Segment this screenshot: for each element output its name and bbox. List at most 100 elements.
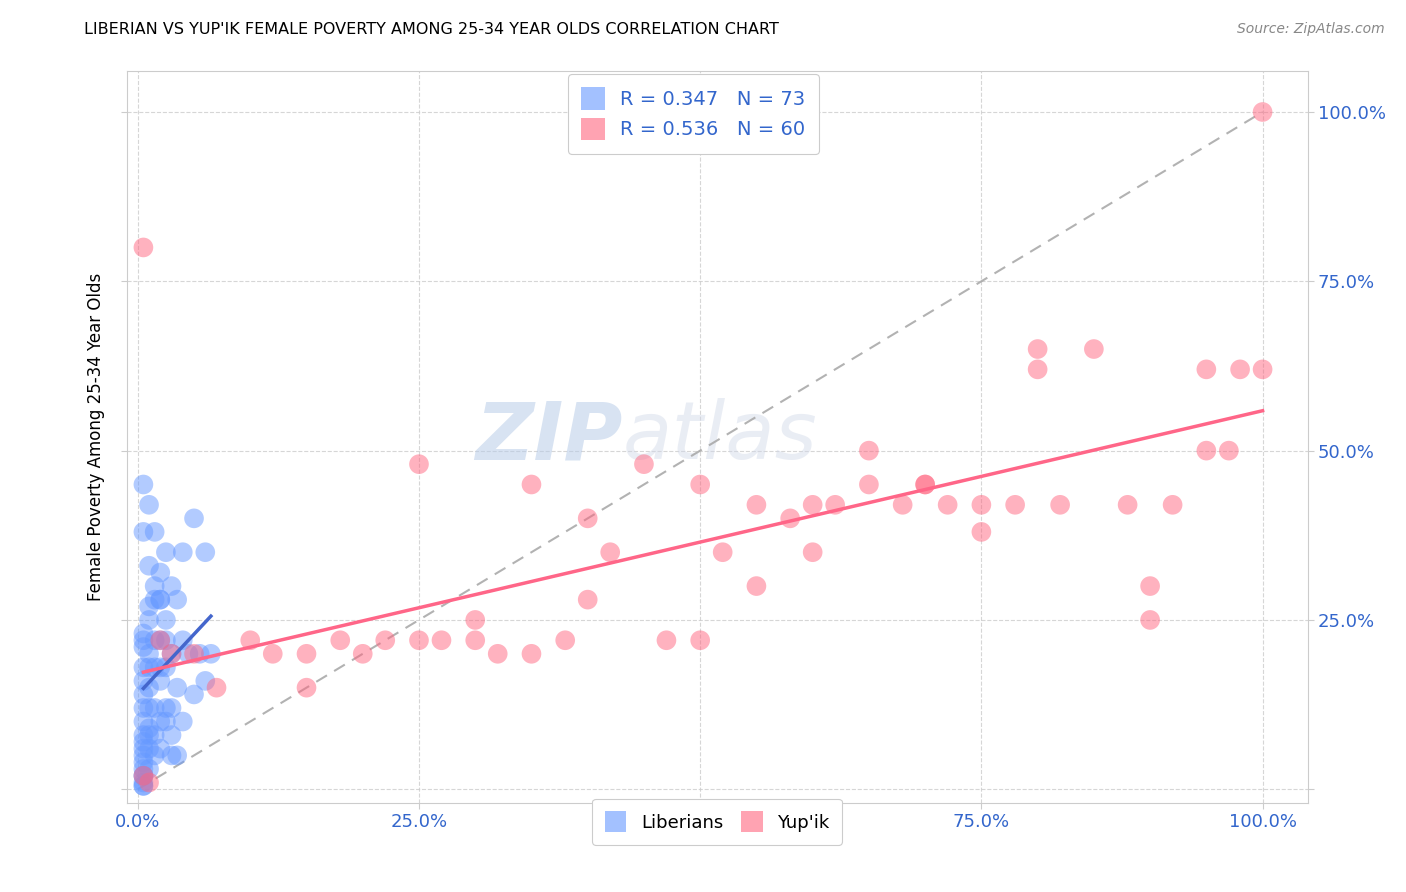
Point (1083, 342, 1105, 356)
Point (138, 701, 160, 715)
Point (143, 748, 166, 763)
Point (745, 579, 768, 593)
Point (160, 647, 183, 661)
Point (1218, 443, 1240, 458)
Point (329, 633, 352, 648)
Point (132, 779, 155, 793)
Point (149, 660, 172, 674)
Point (1251, 105, 1274, 120)
Point (183, 688, 205, 702)
Point (155, 613, 177, 627)
Point (1026, 362, 1049, 376)
Point (239, 633, 262, 648)
Point (138, 647, 160, 661)
Point (520, 477, 543, 491)
Point (1139, 579, 1161, 593)
Point (172, 714, 194, 729)
Point (824, 498, 846, 512)
Point (486, 647, 509, 661)
Point (155, 545, 177, 559)
Point (132, 735, 155, 749)
Point (138, 762, 160, 776)
Point (160, 579, 183, 593)
Point (138, 775, 160, 789)
Legend: Liberians, Yup'ik: Liberians, Yup'ik (592, 799, 842, 845)
Point (132, 660, 155, 674)
Point (183, 647, 205, 661)
Point (132, 769, 155, 783)
Point (295, 647, 318, 661)
Point (205, 681, 228, 695)
Point (576, 592, 599, 607)
Point (188, 647, 211, 661)
Point (1026, 342, 1049, 356)
Point (143, 660, 166, 674)
Point (160, 701, 183, 715)
Point (138, 681, 160, 695)
Point (132, 633, 155, 648)
Point (1251, 362, 1274, 376)
Point (143, 579, 166, 593)
Point (464, 633, 486, 648)
Point (166, 592, 188, 607)
Point (155, 633, 177, 648)
Point (160, 748, 183, 763)
Point (914, 477, 936, 491)
Point (138, 728, 160, 742)
Point (194, 673, 217, 688)
Point (1139, 613, 1161, 627)
Point (132, 714, 155, 729)
Point (132, 688, 155, 702)
Point (138, 613, 160, 627)
Point (858, 443, 880, 458)
Point (149, 741, 172, 756)
Point (352, 647, 374, 661)
Point (520, 647, 543, 661)
Point (132, 524, 155, 539)
Point (172, 633, 194, 648)
Point (132, 741, 155, 756)
Point (801, 498, 824, 512)
Point (936, 498, 959, 512)
Point (430, 633, 453, 648)
Point (1229, 362, 1251, 376)
Point (177, 647, 200, 661)
Point (149, 633, 172, 648)
Point (166, 748, 188, 763)
Point (689, 633, 711, 648)
Point (554, 633, 576, 648)
Point (132, 673, 155, 688)
Point (132, 762, 155, 776)
Point (166, 681, 188, 695)
Point (132, 477, 155, 491)
Text: atlas: atlas (623, 398, 817, 476)
Point (970, 524, 993, 539)
Point (655, 633, 678, 648)
Point (149, 566, 172, 580)
Point (155, 714, 177, 729)
Point (295, 681, 318, 695)
Point (132, 769, 155, 783)
Point (689, 477, 711, 491)
Point (138, 599, 160, 614)
Point (200, 647, 222, 661)
Point (262, 647, 284, 661)
Point (160, 728, 183, 742)
Point (132, 626, 155, 640)
Point (155, 660, 177, 674)
Text: Source: ZipAtlas.com: Source: ZipAtlas.com (1237, 22, 1385, 37)
Point (132, 779, 155, 793)
Point (143, 728, 166, 742)
Point (464, 613, 486, 627)
Point (1116, 498, 1139, 512)
Point (143, 701, 166, 715)
Point (132, 755, 155, 769)
Point (149, 592, 172, 607)
Point (138, 558, 160, 573)
Point (891, 498, 914, 512)
Point (711, 545, 734, 559)
Point (132, 701, 155, 715)
Y-axis label: Female Poverty Among 25-34 Year Olds: Female Poverty Among 25-34 Year Olds (87, 273, 105, 601)
Point (408, 633, 430, 648)
Point (1049, 498, 1071, 512)
